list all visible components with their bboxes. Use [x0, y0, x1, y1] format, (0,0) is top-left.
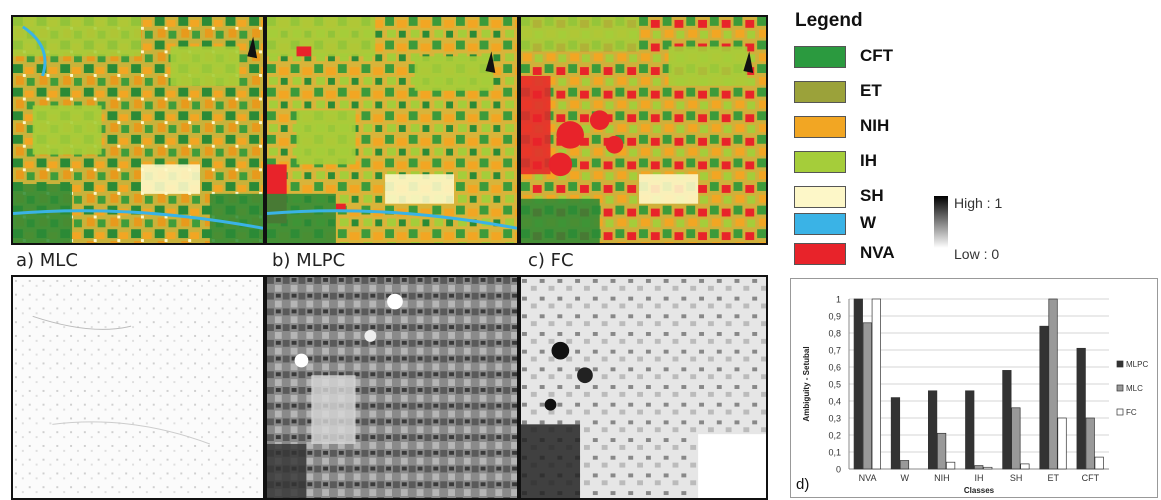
bar-fc [1020, 463, 1030, 470]
y-tick-label: 0,9 [828, 312, 841, 322]
panel-label-a: a) MLC [16, 250, 78, 271]
ambiguity-map-fc [519, 275, 768, 500]
map-mlc [11, 15, 265, 245]
legend-label-sh: SH [860, 186, 884, 205]
legend-title: Legend [795, 10, 863, 31]
map-fc-image [521, 17, 766, 243]
bar-mlpc [890, 397, 901, 470]
legend-label-cft: CFT [860, 46, 894, 65]
map-mlpc-image [267, 17, 517, 243]
bar-mlpc [1076, 347, 1086, 470]
bar-mlc [899, 460, 910, 470]
legend-swatch-w [794, 213, 846, 235]
chart-legend-label-fc: FC [1126, 408, 1137, 417]
bar-fc [946, 461, 956, 470]
ambiguity-scale-bar [934, 196, 948, 248]
y-tick-label: 0,4 [828, 397, 841, 407]
legend-label-et: ET [860, 81, 882, 100]
scale-low-label: Low : 0 [954, 246, 1000, 262]
bar-mlc [1011, 407, 1021, 470]
bar-mlc [1085, 417, 1095, 470]
x-tick-label: ET [1048, 473, 1060, 483]
ambiguity-chart-svg: 0 0,1 0,2 0,3 0,4 0,5 0,6 0,7 0,8 0,9 1 NVA W NIH IH SH… [802, 295, 1148, 496]
bar-fc [983, 466, 993, 470]
chart-panel-label: d) [796, 476, 810, 493]
chart-legend-label-mlc: MLC [1126, 384, 1143, 393]
x-axis-title: Classes [964, 486, 995, 495]
bar-mlpc [1039, 325, 1049, 470]
bar-mlpc [853, 298, 863, 470]
y-axis-title: Ambiguity - Setubal [802, 346, 811, 421]
legend-swatch-sh [794, 186, 846, 208]
map-mlc-image [13, 17, 263, 243]
ambiguity-chart: 0 0,1 0,2 0,3 0,4 0,5 0,6 0,7 0,8 0,9 1 NVA W NIH IH SH… [790, 278, 1158, 498]
chart-legend-swatch-mlc [1116, 384, 1124, 392]
bar-mlc [937, 432, 947, 470]
bar-mlpc [965, 390, 975, 470]
map-fc [519, 15, 768, 245]
chart-legend-swatch-fc [1116, 408, 1124, 416]
legend-swatch-et [794, 81, 846, 103]
y-tick-label: 0,8 [828, 329, 841, 339]
x-tick-label: SH [1010, 473, 1023, 483]
legend-swatch-ih [794, 151, 846, 173]
panel-label-b: b) MLPC [272, 250, 346, 271]
bar-fc [1094, 456, 1104, 470]
y-tick-label: 0 [836, 465, 841, 475]
bar-mlpc [928, 390, 938, 470]
legend-label-nih: NIH [860, 116, 890, 135]
y-tick-label: 0,5 [828, 380, 841, 390]
panel-label-c: c) FC [528, 250, 574, 271]
x-tick-label: NVA [859, 473, 877, 483]
bar-mlc [1048, 298, 1058, 470]
ambiguity-map-mlpc-image [267, 277, 517, 498]
bar-mlc [862, 322, 872, 470]
y-tick-label: 1 [836, 295, 841, 305]
y-tick-label: 0,1 [828, 448, 841, 458]
x-tick-label: W [900, 473, 909, 483]
y-tick-label: 0,2 [828, 431, 841, 441]
bar-fc [1057, 417, 1067, 470]
y-tick-label: 0,6 [828, 363, 841, 373]
y-tick-label: 0,3 [828, 414, 841, 424]
x-tick-label: CFT [1082, 473, 1100, 483]
chart-legend-label-mlpc: MLPC [1126, 360, 1148, 369]
x-tick-label: NIH [934, 473, 950, 483]
x-tick-label: IH [975, 473, 984, 483]
legend-swatch-nih [794, 116, 846, 138]
bar-fc [871, 298, 881, 470]
ambiguity-map-mlc-image [13, 277, 263, 498]
y-tick-label: 0,7 [828, 346, 841, 356]
legend-label-w: W [860, 213, 877, 232]
map-mlpc [265, 15, 519, 245]
ambiguity-map-fc-image [521, 277, 766, 498]
legend-label-nva: NVA [860, 243, 895, 262]
chart-legend-swatch-mlpc [1116, 360, 1124, 368]
legend-swatch-nva [794, 243, 846, 265]
bar-mlc [974, 465, 984, 470]
legend-label-ih: IH [860, 151, 877, 170]
ambiguity-map-mlc [11, 275, 265, 500]
scale-high-label: High : 1 [954, 195, 1003, 211]
bar-mlpc [1002, 370, 1012, 470]
ambiguity-map-mlpc [265, 275, 519, 500]
legend-swatch-cft [794, 46, 846, 68]
